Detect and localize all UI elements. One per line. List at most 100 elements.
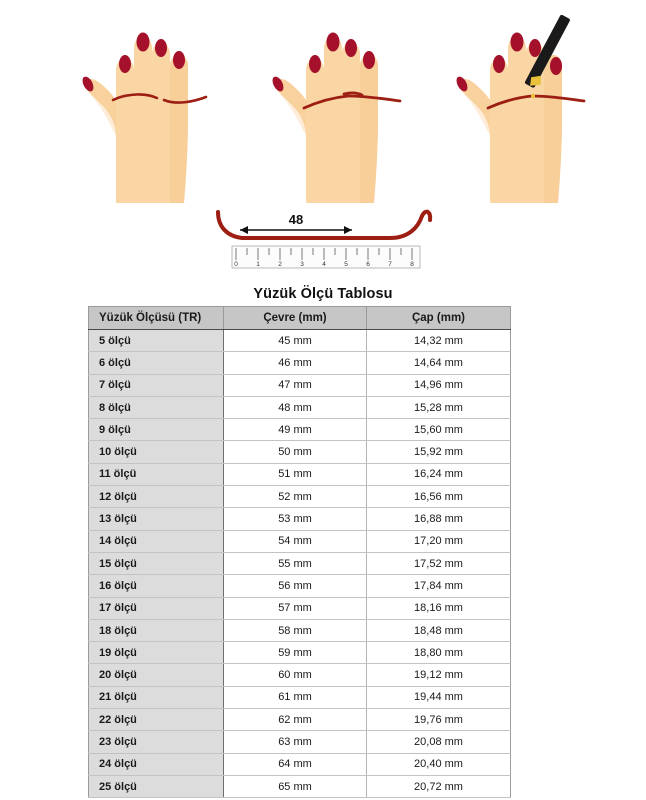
cell-circumference: 55 mm [223, 551, 367, 576]
hand-illustration-step-3 [432, 8, 632, 203]
cell-ring-size: 17 ölçü [88, 596, 224, 620]
table-row: 25 ölçü 65 mm 20,72 mm [88, 774, 511, 799]
cell-diameter: 14,96 mm [366, 373, 511, 397]
cell-diameter: 15,60 mm [366, 418, 511, 442]
cell-circumference: 50 mm [223, 440, 367, 464]
cell-ring-size: 13 ölçü [88, 507, 224, 531]
cell-diameter: 18,16 mm [366, 596, 511, 620]
cell-diameter: 14,64 mm [366, 351, 511, 375]
cell-diameter: 20,72 mm [366, 774, 511, 799]
column-header-circumference: Çevre (mm) [223, 306, 367, 330]
cell-circumference: 49 mm [223, 418, 367, 442]
column-header-size: Yüzük Ölçüsü (TR) [88, 306, 224, 330]
cell-circumference: 47 mm [223, 373, 367, 397]
cell-diameter: 16,24 mm [366, 462, 511, 487]
table-row: 8 ölçü 48 mm 15,28 mm [88, 395, 511, 420]
fingernails [272, 32, 375, 92]
svg-text:0: 0 [234, 261, 238, 268]
cell-circumference: 58 mm [223, 618, 367, 643]
cell-circumference: 48 mm [223, 395, 367, 420]
cell-ring-size: 24 ölçü [88, 752, 224, 776]
table-row: 5 ölçü 45 mm 14,32 mm [88, 328, 511, 353]
illustration-panel: 48 0 1 2 3 4 5 6 7 8 [0, 0, 646, 282]
svg-text:8: 8 [410, 261, 414, 268]
cell-ring-size: 25 ölçü [88, 774, 224, 799]
cell-diameter: 15,92 mm [366, 440, 511, 464]
table-header-row: Yüzük Ölçüsü (TR) Çevre (mm) Çap (mm) [88, 306, 511, 330]
measuring-string-wrapped [302, 91, 402, 110]
cell-ring-size: 23 ölçü [88, 730, 224, 754]
cell-circumference: 45 mm [223, 328, 367, 353]
cell-diameter: 18,80 mm [366, 641, 511, 665]
cell-ring-size: 21 ölçü [88, 685, 224, 710]
cell-circumference: 61 mm [223, 685, 367, 710]
cell-diameter: 16,88 mm [366, 507, 511, 531]
cell-circumference: 46 mm [223, 351, 367, 375]
cell-circumference: 62 mm [223, 708, 367, 732]
svg-text:2: 2 [278, 261, 282, 268]
cell-ring-size: 5 ölçü [88, 328, 224, 353]
cell-circumference: 53 mm [223, 507, 367, 531]
table-row: 9 ölçü 49 mm 15,60 mm [88, 418, 511, 442]
svg-text:5: 5 [344, 261, 348, 268]
cell-ring-size: 20 ölçü [88, 663, 224, 687]
cell-circumference: 51 mm [223, 462, 367, 487]
cell-diameter: 20,40 mm [366, 752, 511, 776]
cell-diameter: 17,52 mm [366, 551, 511, 576]
cell-ring-size: 7 ölçü [88, 373, 224, 397]
cell-circumference: 64 mm [223, 752, 367, 776]
ruler-tick-labels: 0 1 2 3 4 5 6 7 8 [234, 261, 414, 268]
cell-diameter: 20,08 mm [366, 730, 511, 754]
page-title: Yüzük Ölçü Tablosu [253, 286, 393, 302]
table-row: 11 ölçü 51 mm 16,24 mm [88, 462, 511, 487]
ruler-body: 0 1 2 3 4 5 6 7 8 [231, 245, 421, 269]
table-row: 16 ölçü 56 mm 17,84 mm [88, 574, 511, 598]
ring-size-table-container: Yüzük Ölçüsü (TR) Çevre (mm) Çap (mm) 5 … [88, 306, 511, 799]
string-laid-flat [216, 209, 433, 240]
hand-shape [85, 37, 188, 203]
cell-ring-size: 6 ölçü [88, 351, 224, 375]
table-row: 12 ölçü 52 mm 16,56 mm [88, 485, 511, 509]
fingernails [456, 32, 562, 92]
cell-circumference: 63 mm [223, 730, 367, 754]
cell-diameter: 17,84 mm [366, 574, 511, 598]
hand-shape [275, 37, 378, 203]
string-mark [531, 94, 535, 98]
table-row: 17 ölçü 57 mm 18,16 mm [88, 596, 511, 620]
table-row: 19 ölçü 59 mm 18,80 mm [88, 641, 511, 665]
cell-ring-size: 16 ölçü [88, 574, 224, 598]
cell-ring-size: 9 ölçü [88, 418, 224, 442]
cell-ring-size: 11 ölçü [88, 462, 224, 487]
cell-ring-size: 14 ölçü [88, 529, 224, 553]
cell-diameter: 16,56 mm [366, 485, 511, 509]
cell-ring-size: 18 ölçü [88, 618, 224, 643]
cell-diameter: 14,32 mm [366, 328, 511, 353]
measurement-value: 48 [289, 212, 303, 227]
cell-circumference: 65 mm [223, 774, 367, 799]
table-row: 6 ölçü 46 mm 14,64 mm [88, 351, 511, 375]
cell-ring-size: 19 ölçü [88, 641, 224, 665]
measuring-string [111, 93, 208, 104]
table-row: 20 ölçü 60 mm 19,12 mm [88, 663, 511, 687]
cell-circumference: 52 mm [223, 485, 367, 509]
hand-illustration-step-1 [58, 8, 258, 203]
cell-circumference: 57 mm [223, 596, 367, 620]
svg-text:1: 1 [256, 261, 260, 268]
svg-text:7: 7 [388, 261, 392, 268]
cell-ring-size: 12 ölçü [88, 485, 224, 509]
marker-pen-icon [524, 14, 570, 88]
table-row: 13 ölçü 53 mm 16,88 mm [88, 507, 511, 531]
cell-circumference: 56 mm [223, 574, 367, 598]
measurement-arrow [240, 226, 352, 234]
cell-circumference: 54 mm [223, 529, 367, 553]
cell-ring-size: 10 ölçü [88, 440, 224, 464]
cell-circumference: 59 mm [223, 641, 367, 665]
table-row: 22 ölçü 62 mm 19,76 mm [88, 708, 511, 732]
table-row: 7 ölçü 47 mm 14,96 mm [88, 373, 511, 397]
table-row: 14 ölçü 54 mm 17,20 mm [88, 529, 511, 553]
svg-text:3: 3 [300, 261, 304, 268]
hand-illustration-step-2 [248, 8, 448, 203]
cell-ring-size: 8 ölçü [88, 395, 224, 420]
svg-text:6: 6 [366, 261, 370, 268]
cell-circumference: 60 mm [223, 663, 367, 687]
